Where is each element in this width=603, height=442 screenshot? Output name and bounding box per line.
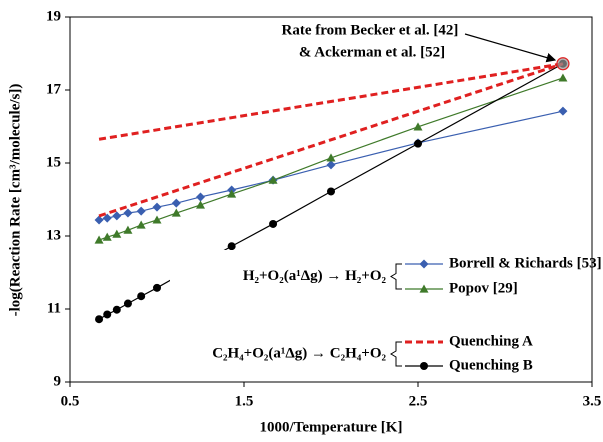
y-axis-label: -log(Reaction Rate [cm³/molecule/s]) <box>7 84 23 317</box>
point <box>558 106 568 116</box>
legend-marker <box>420 362 428 370</box>
y-tick-label: 15 <box>46 154 61 170</box>
legend-label: Popov [29] <box>449 280 518 296</box>
point <box>268 175 278 184</box>
point <box>196 200 205 209</box>
legend-label: Quenching B <box>449 357 533 373</box>
legend-group-label: H₂+O₂(a¹Δg) → H₂+O₂ <box>243 268 387 284</box>
point <box>95 315 104 324</box>
y-tick-label: 19 <box>46 8 61 24</box>
legend-label: Quenching A <box>449 333 533 349</box>
point <box>413 122 423 131</box>
annotation: Rate from Becker et al. [42] <box>282 22 459 38</box>
point <box>112 211 122 221</box>
point <box>103 310 112 319</box>
y-tick-label: 17 <box>46 81 62 97</box>
x-tick-label: 0.5 <box>61 393 80 409</box>
point <box>227 242 236 251</box>
point <box>326 153 336 162</box>
point <box>136 206 146 216</box>
point <box>112 229 122 238</box>
legend-brace <box>390 263 402 290</box>
point <box>269 219 278 228</box>
legend-label: Borrell & Richards [53] <box>449 255 602 271</box>
point <box>152 202 162 212</box>
point <box>94 235 104 244</box>
legend-box <box>170 250 580 376</box>
legend-brace <box>390 341 402 367</box>
point <box>123 299 132 308</box>
point <box>171 208 181 217</box>
point <box>326 160 336 170</box>
legend-marker <box>419 284 429 293</box>
point <box>153 283 161 292</box>
point <box>102 213 112 223</box>
point <box>136 220 146 229</box>
point <box>171 198 181 208</box>
series-line <box>98 62 564 218</box>
point <box>94 215 104 225</box>
point <box>102 232 112 241</box>
legend-marker <box>419 259 429 269</box>
annotation-arrow <box>464 33 557 63</box>
annotation: & Ackerman et al. [52] <box>299 44 445 60</box>
point <box>414 139 422 148</box>
x-tick-label: 3.5 <box>583 393 602 409</box>
point <box>123 208 133 218</box>
point <box>196 192 205 202</box>
x-axis-label: 1000/Temperature [K] <box>260 419 403 435</box>
highlight-point <box>556 57 570 71</box>
point <box>558 73 568 82</box>
y-tick-label: 9 <box>54 373 62 389</box>
point <box>137 292 146 301</box>
plot-frame <box>69 16 593 383</box>
point <box>112 305 121 314</box>
series-line <box>98 62 564 141</box>
x-tick-label: 2.5 <box>409 393 428 409</box>
point <box>152 215 162 224</box>
y-tick-label: 13 <box>46 227 61 243</box>
point <box>227 189 237 198</box>
x-tick-label: 1.5 <box>235 393 254 409</box>
point <box>123 225 133 234</box>
y-tick-label: 11 <box>47 300 61 316</box>
point <box>327 187 335 196</box>
legend-group-label: C₂H₄+O₂(a¹Δg) → C₂H₄+O₂ <box>212 345 386 361</box>
